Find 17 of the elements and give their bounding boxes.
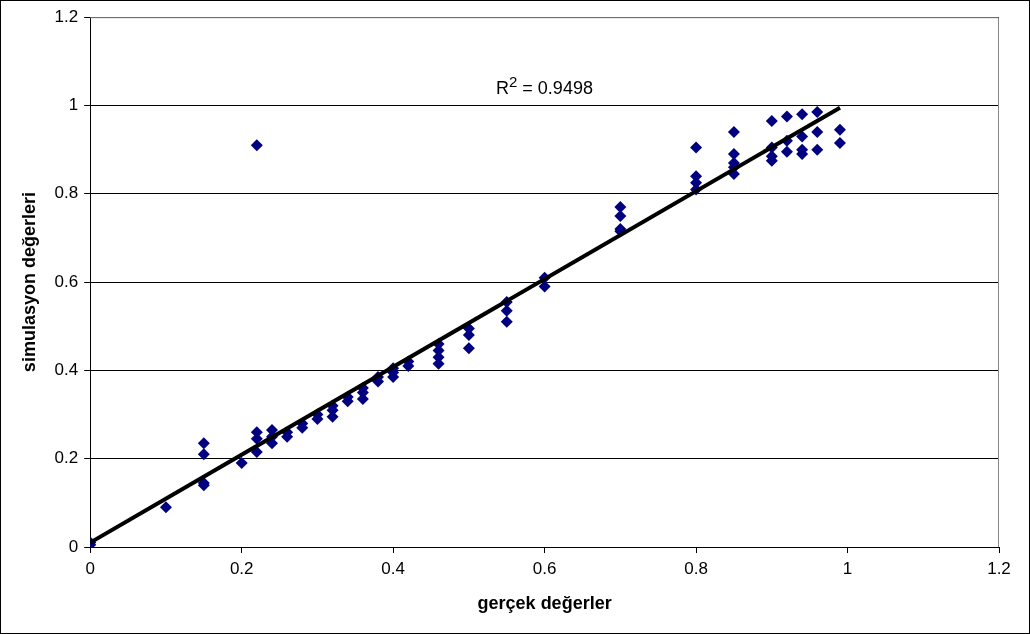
y-tick-label: 0.4: [54, 360, 79, 380]
x-axis-title: gerçek değerler: [477, 593, 612, 614]
x-tick-label: 0.4: [381, 558, 405, 578]
x-tick-label: 1: [842, 558, 853, 578]
x-tick-label: 0.8: [684, 558, 708, 578]
y-tick-label: 0.8: [54, 183, 79, 203]
y-tick-label: 1: [68, 95, 79, 115]
y-tick-label: 0: [68, 536, 79, 556]
annotation: R$^{2}$ = 0.9498: [496, 73, 593, 99]
y-tick-label: 1.2: [54, 6, 79, 26]
x-tick-label: 0.2: [229, 558, 254, 578]
y-axis-title: simulasyon değerleri: [18, 192, 39, 373]
x-tick-label: 0: [85, 558, 95, 578]
y-tick-label: 0.2: [54, 448, 79, 468]
x-tick-label: 0.6: [532, 558, 557, 578]
y-tick-label: 0.6: [54, 271, 79, 291]
x-tick-label: 1.2: [987, 558, 1011, 578]
